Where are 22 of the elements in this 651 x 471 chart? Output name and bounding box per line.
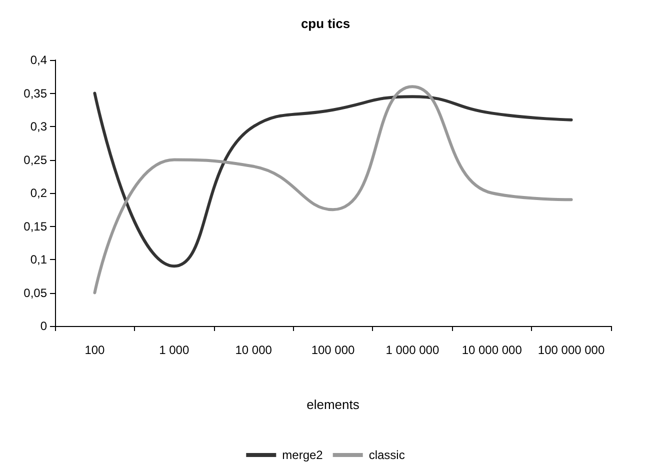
y-tick-label: 0: [40, 319, 48, 333]
y-tick-label: 0,25: [24, 152, 48, 167]
y-tick-label: 0,15: [24, 219, 48, 234]
x-tick-label: 100: [84, 343, 106, 357]
x-tick-label: 10 000: [235, 343, 272, 357]
x-tick-label: 1 000: [159, 343, 190, 357]
legend-label: merge2: [282, 448, 324, 462]
x-tick-label: 10 000 000: [462, 343, 522, 357]
y-tick-label: 0,2: [30, 186, 48, 200]
chart-title: cpu tics: [300, 16, 350, 31]
y-tick-label: 0,1: [30, 252, 48, 266]
line-series: [93, 85, 573, 294]
legend-label: classic: [368, 448, 405, 462]
y-tick-label: 0,3: [30, 120, 48, 134]
line-series: [93, 92, 573, 268]
y-tick-label: 0,35: [24, 86, 48, 100]
x-tick-label: 100 000: [311, 343, 356, 357]
x-tick-label: 1 000 000: [386, 343, 440, 357]
y-tick-label: 0,4: [30, 53, 48, 67]
x-axis-title: elements: [306, 397, 360, 412]
x-tick-label: 100 000 000: [538, 343, 605, 357]
y-tick-label: 0,05: [24, 286, 48, 300]
